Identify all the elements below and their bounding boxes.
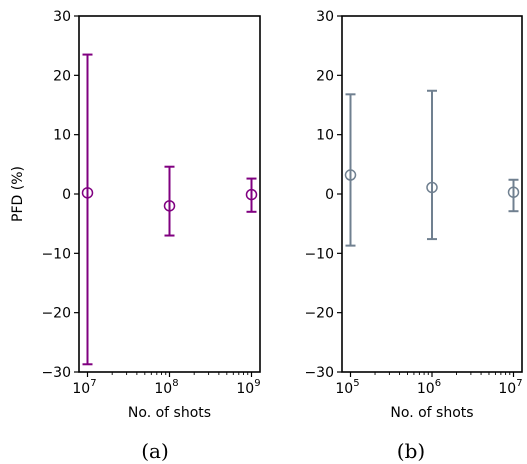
- x-tick-exponent: 7: [516, 378, 522, 389]
- y-tick-label-b: 20: [316, 68, 334, 84]
- x-tick-label-b: 105: [335, 378, 359, 397]
- data-point-b-2: [426, 89, 438, 241]
- y-tick-label-a: 20: [53, 68, 71, 84]
- y-tick-label-a: 30: [53, 9, 71, 25]
- y-tick-label-b: 10: [316, 128, 334, 144]
- marker-circle: [81, 187, 94, 199]
- x-tick-base: 10: [236, 381, 254, 397]
- marker-circle: [344, 169, 357, 181]
- x-tick-exponent: 8: [172, 378, 178, 389]
- data-point-a-1: [81, 53, 94, 366]
- x-tick-label-a: 107: [72, 378, 96, 397]
- data-point-b-3: [507, 178, 520, 213]
- y-tick-label-a: 0: [62, 187, 71, 203]
- data-point-a-2: [163, 165, 176, 237]
- x-axis-label-a: No. of shots: [128, 405, 211, 421]
- y-tick-label-b: 30: [316, 9, 334, 25]
- x-tick-exponent: 6: [435, 378, 441, 389]
- marker-circle: [163, 200, 176, 212]
- x-tick-base: 10: [72, 381, 90, 397]
- y-tick-label-b: −30: [304, 365, 334, 381]
- x-tick-exponent: 9: [254, 378, 260, 389]
- data-point-a-3: [245, 177, 258, 213]
- y-tick-label-b: 0: [325, 187, 334, 203]
- x-tick-exponent: 5: [353, 378, 359, 389]
- marker-circle: [245, 188, 258, 201]
- marker-circle: [507, 186, 520, 198]
- x-tick-base: 10: [335, 381, 353, 397]
- y-axis-label-a: PFD (%): [10, 166, 26, 222]
- panel-label-b: (b): [397, 439, 425, 463]
- x-tick-label-a: 109: [236, 378, 260, 397]
- y-tick-label-a: −30: [41, 365, 71, 381]
- x-tick-base: 10: [154, 381, 172, 397]
- y-tick-label-a: −10: [41, 246, 71, 262]
- data-point-b-1: [344, 93, 357, 247]
- panel-label-a: (a): [141, 439, 169, 463]
- x-tick-exponent: 7: [90, 378, 96, 389]
- x-tick-label-b: 106: [417, 378, 441, 397]
- y-tick-label-b: −10: [304, 246, 334, 262]
- x-tick-base: 10: [498, 381, 516, 397]
- x-tick-label-a: 108: [154, 378, 178, 397]
- y-tick-label-a: 10: [53, 128, 71, 144]
- x-tick-label-b: 107: [498, 378, 522, 397]
- x-axis-label-b: No. of shots: [390, 405, 473, 421]
- x-tick-base: 10: [417, 381, 435, 397]
- marker-circle: [426, 181, 438, 194]
- y-tick-label-a: −20: [41, 306, 71, 322]
- y-tick-label-b: −20: [304, 306, 334, 322]
